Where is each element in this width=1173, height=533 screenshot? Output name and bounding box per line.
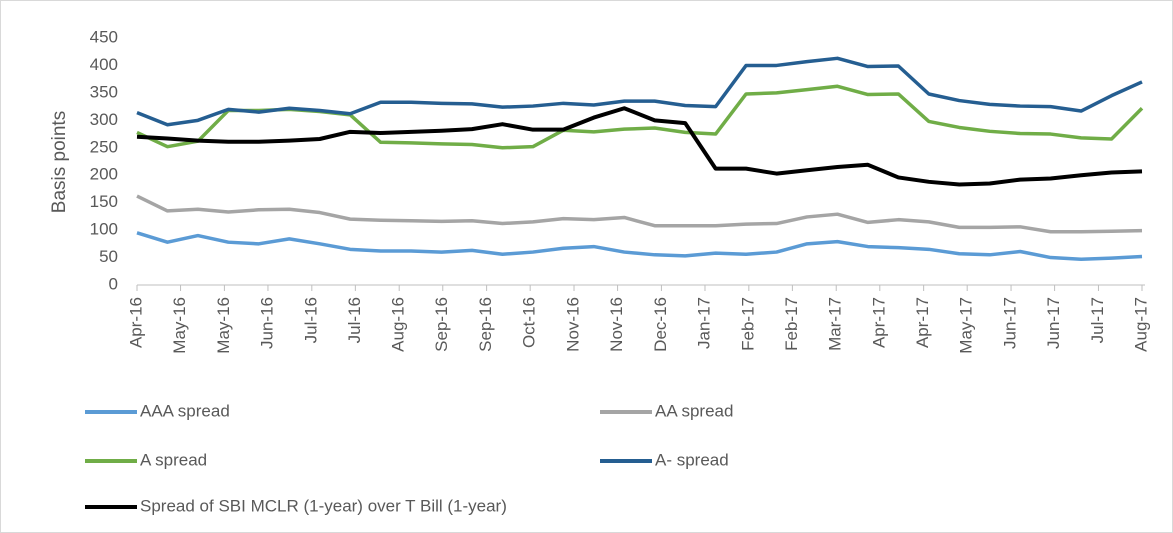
x-tick-label: Jul-16 bbox=[345, 297, 364, 343]
y-tick-label: 200 bbox=[90, 165, 118, 184]
legend-label: A spread bbox=[140, 450, 207, 469]
series-line bbox=[136, 231, 1143, 261]
x-tick-label: Jun-16 bbox=[257, 297, 276, 349]
x-tick-label: Aug-17 bbox=[1131, 297, 1150, 352]
x-tick-label: Jul-16 bbox=[301, 297, 320, 343]
series-line bbox=[136, 106, 1143, 187]
y-tick-label: 0 bbox=[109, 274, 118, 293]
x-tick-label: Sep-16 bbox=[476, 297, 495, 352]
x-tick-label: Apr-17 bbox=[913, 297, 932, 348]
y-tick-label: 400 bbox=[90, 55, 118, 74]
x-tick-label: Nov-16 bbox=[607, 297, 626, 352]
x-tick-label: Apr-16 bbox=[126, 297, 145, 348]
x-tick-label: Aug-16 bbox=[389, 297, 408, 352]
y-tick-label: 350 bbox=[90, 82, 118, 101]
y-tick-label: 150 bbox=[90, 192, 118, 211]
series-line bbox=[136, 56, 1143, 127]
y-tick-label: 250 bbox=[90, 137, 118, 156]
x-tick-label: Feb-17 bbox=[738, 297, 757, 351]
series-line bbox=[136, 194, 1143, 234]
x-tick-label: May-16 bbox=[214, 297, 233, 354]
x-tick-label: Jun-17 bbox=[1044, 297, 1063, 349]
x-tick-label: Oct-16 bbox=[520, 297, 539, 348]
x-tick-label: Sep-16 bbox=[432, 297, 451, 352]
y-axis-label: Basis points bbox=[49, 111, 70, 213]
y-tick-label: 100 bbox=[90, 220, 118, 239]
x-tick-label: Jul-17 bbox=[1088, 297, 1107, 343]
x-tick-label: Mar-17 bbox=[826, 297, 845, 351]
y-tick-label: 450 bbox=[90, 27, 118, 46]
x-tick-label: Dec-16 bbox=[651, 297, 670, 352]
x-tick-label: May-16 bbox=[170, 297, 189, 354]
x-tick-label: May-17 bbox=[957, 297, 976, 354]
x-tick-label: Jun-17 bbox=[1001, 297, 1020, 349]
x-tick-label: Jan-17 bbox=[694, 297, 713, 349]
legend-label: Spread of SBI MCLR (1-year) over T Bill … bbox=[140, 496, 507, 515]
y-tick-label: 300 bbox=[90, 110, 118, 129]
x-tick-label: Nov-16 bbox=[564, 297, 583, 352]
legend-label: AAA spread bbox=[140, 401, 230, 420]
y-tick-label: 50 bbox=[99, 247, 118, 266]
x-tick-label: Feb-17 bbox=[782, 297, 801, 351]
x-tick-label: Apr-17 bbox=[869, 297, 888, 348]
legend-label: A- spread bbox=[655, 450, 729, 469]
legend-label: AA spread bbox=[655, 401, 733, 420]
